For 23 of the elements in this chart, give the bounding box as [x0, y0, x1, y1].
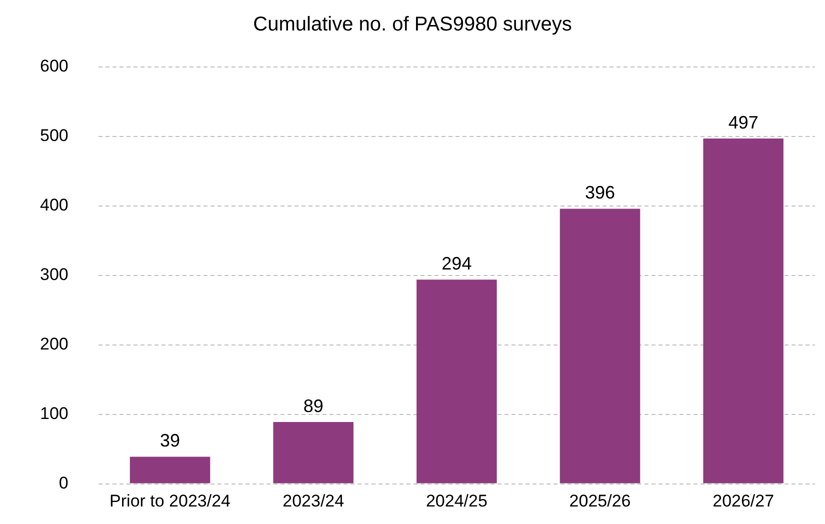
y-tick-label: 600 [40, 56, 68, 76]
x-tick-label: 2023/24 [282, 492, 344, 511]
y-tick-label: 300 [40, 265, 68, 284]
bar [560, 208, 640, 484]
x-tick-label: Prior to 2023/24 [110, 492, 231, 511]
x-tick-label: 2026/27 [712, 492, 774, 511]
data-label: 396 [584, 182, 616, 203]
bar [130, 456, 210, 484]
x-tick-label: 2025/26 [569, 492, 631, 511]
y-tick-label: 200 [40, 334, 68, 354]
y-tick-label: 400 [40, 196, 68, 215]
data-label: 497 [728, 112, 758, 133]
bar [273, 422, 354, 484]
bar [703, 138, 784, 484]
chart-title: Cumulative no. of PAS9980 surveys [253, 14, 572, 36]
y-tick-label: 0 [58, 473, 68, 492]
y-tick-label: 100 [40, 404, 68, 424]
data-label: 39 [160, 430, 180, 451]
y-tick-label: 500 [40, 126, 68, 146]
data-label: 294 [442, 254, 472, 274]
data-label: 89 [303, 396, 324, 416]
bar [416, 280, 497, 484]
x-tick-label: 2024/25 [426, 492, 488, 511]
